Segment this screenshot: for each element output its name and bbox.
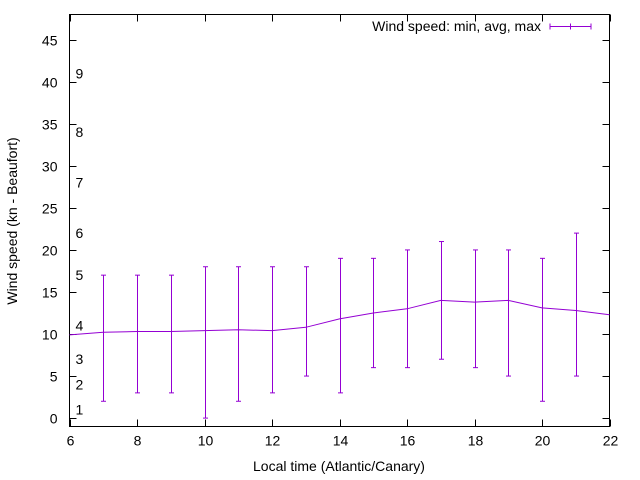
x-tick-label: 18: [468, 433, 484, 449]
x-tick-label: 8: [134, 433, 142, 449]
y-tick-label: 10: [42, 327, 58, 343]
beaufort-label: 7: [76, 175, 84, 191]
y-tick-label: 40: [42, 75, 58, 91]
y-tick-label: 15: [42, 285, 58, 301]
x-tick-label: 10: [198, 433, 214, 449]
beaufort-label: 2: [76, 376, 84, 392]
x-tick-label: 12: [265, 433, 281, 449]
y-tick-label: 5: [50, 369, 58, 385]
beaufort-label: 1: [76, 402, 84, 418]
x-tick-label: 20: [535, 433, 551, 449]
legend-label: Wind speed: min, avg, max: [372, 18, 541, 34]
y-tick-label: 30: [42, 159, 58, 175]
plot-frame: [69, 14, 610, 427]
beaufort-label: 5: [76, 267, 84, 283]
beaufort-label: 6: [76, 225, 84, 241]
y-tick-label: 35: [42, 117, 58, 133]
x-tick-label: 16: [400, 433, 416, 449]
beaufort-label: 9: [76, 65, 84, 81]
beaufort-label: 8: [76, 124, 84, 140]
legend: Wind speed: min, avg, max: [372, 18, 592, 34]
x-tick-label: 22: [603, 433, 619, 449]
y-axis-label: Wind speed (kn - Beaufort): [4, 137, 20, 304]
y-tick-label: 0: [50, 411, 58, 427]
x-tick-label: 6: [67, 433, 75, 449]
series-line-avg: [69, 299, 610, 336]
x-tick-label: 14: [333, 433, 349, 449]
beaufort-label: 3: [76, 351, 84, 367]
y-tick-label: 25: [42, 201, 58, 217]
y-tick-label: 20: [42, 243, 58, 259]
beaufort-label: 4: [76, 318, 84, 334]
x-axis-label: Local time (Atlantic/Canary): [253, 458, 425, 474]
y-tick-label: 45: [42, 33, 58, 49]
